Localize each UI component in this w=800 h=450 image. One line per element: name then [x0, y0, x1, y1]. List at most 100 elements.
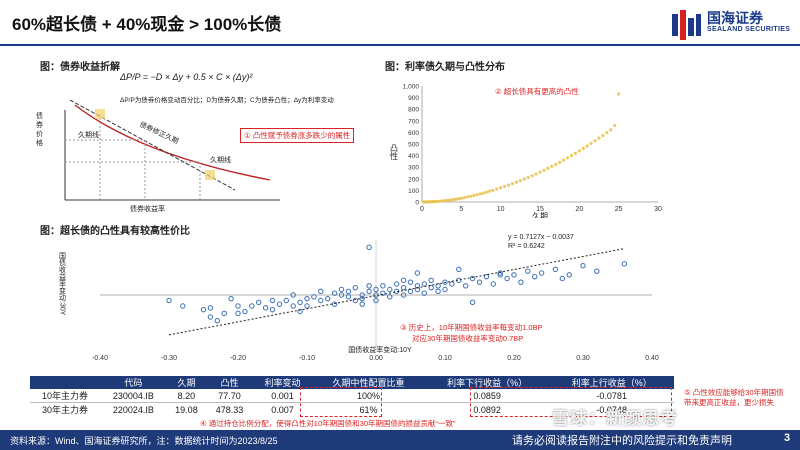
fig1-dur-label-1: 久期线 [78, 132, 99, 139]
table-header: 凸性 [206, 376, 253, 389]
annotation-4: ④ 通过持仓比例分配，使得凸性对10年期国债和30年期国债的损益贡献“一致” [200, 419, 456, 428]
scatter-point [534, 172, 538, 176]
scatter-point [445, 198, 449, 203]
scatter-point [352, 297, 358, 304]
fig2-title: 图：利率债久期与凸性分布 [385, 62, 505, 73]
table-header: 代码 [100, 376, 167, 389]
duration-convexity-chart: 0 5 10 15 20 25 300100200300400500600700800900… [390, 84, 662, 219]
scatter-point [483, 273, 490, 280]
scatter-point [450, 198, 454, 202]
scatter-point [400, 284, 407, 291]
table-header: 利率下行收益（%） [424, 376, 550, 389]
scatter-point [585, 144, 589, 148]
yield-change-chart: -0.40 -0.30 -0.20 -0.10 0.00 0.10 0.20 0.30 0.40… [59, 240, 659, 362]
scatter-point [318, 297, 324, 304]
scatter-point [394, 281, 400, 287]
y-tick-label: 1,000 [403, 84, 420, 91]
scatter-point [532, 273, 538, 280]
fig1-formula-note: ΔP/P为债券价格变动百分比；D为债券久期；C为债券凸性；Δy为利率变动 [120, 97, 334, 104]
trend-line [168, 248, 625, 336]
scatter-point [228, 295, 234, 302]
table-header: 利率上行收益（%） [549, 376, 674, 389]
x-tick-label: -0.10 [299, 355, 315, 362]
scatter-point [380, 283, 386, 289]
table-row: 30年主力券 220024.IB 19.08 478.33 0.007 61% … [30, 403, 674, 417]
scatter-point [166, 297, 172, 304]
scatter-point [452, 197, 456, 202]
sealand-logo-icon [672, 10, 701, 40]
scatter-point [542, 168, 546, 172]
scatter-point [256, 299, 262, 306]
table-header-row: 代码 久期 凸性 利率变动 久期中性配置比重 利率下行收益（%） 利率上行收益（… [30, 376, 674, 389]
scatter-point [499, 186, 503, 190]
scatter-point [345, 294, 352, 300]
scatter-point [180, 303, 186, 309]
scatter-point [262, 305, 269, 311]
scatter-point [414, 270, 421, 276]
y-tick-label: 800 [408, 107, 419, 114]
x-axis-label: 国债收益率变动:10Y [348, 345, 412, 354]
table-cell: 0.0859 [424, 389, 550, 403]
fig3-equation: y = 0.7127x − 0.0037 [508, 234, 574, 241]
scatter-point [359, 292, 365, 298]
scatter-point [331, 301, 338, 307]
scatter-point [530, 174, 534, 178]
scatter-point [421, 290, 427, 296]
scatter-point [518, 279, 524, 285]
scatter-point [428, 284, 434, 291]
scatter-point [373, 297, 379, 304]
x-tick-label: 15 [536, 206, 544, 213]
scatter-point [565, 156, 570, 160]
scatter-point [504, 275, 510, 282]
y-tick-label: 400 [408, 153, 419, 160]
annotation-3-line-1: ③ 历史上，10年期国债收益率每变动1.0BP [400, 323, 543, 332]
scatter-point [469, 194, 473, 198]
scatter-point [352, 284, 358, 291]
table-cell: 61% [359, 404, 378, 415]
scatter-point [435, 288, 441, 295]
scatter-point [438, 199, 442, 203]
scatter-point [449, 281, 455, 287]
scatter-point [338, 286, 345, 293]
scatter-point [276, 301, 283, 307]
scatter-point [476, 279, 483, 285]
fig1-xlabel: 债券收益率 [130, 206, 165, 213]
y-axis-label: 国债收益率变动:30Y [59, 252, 67, 316]
scatter-point [447, 198, 452, 202]
scatter-point [566, 272, 572, 278]
scatter-point [359, 295, 365, 302]
table-cell: 478.33 [215, 404, 244, 415]
scatter-point [214, 317, 221, 324]
price-curve [74, 104, 271, 181]
scatter-point [269, 306, 276, 313]
table-cell: 0.007 [271, 404, 294, 415]
scatter-point [569, 154, 574, 158]
footer-disclaimer: 请务必阅读报告附注中的风险提示和免责声明 [512, 435, 732, 447]
x-tick-label: 0.30 [576, 355, 590, 362]
scatter-point [436, 199, 440, 204]
table-cell: 30年主力券 [41, 405, 88, 415]
scatter-point [269, 297, 276, 304]
scatter-point [387, 294, 393, 300]
scatter-point [490, 281, 496, 287]
fig3-title: 图：超长债的凸性具有较高性价比 [40, 226, 190, 237]
scatter-point [459, 196, 463, 200]
scatter-point [589, 141, 593, 146]
scatter-point [484, 190, 489, 194]
scatter-point [442, 279, 448, 285]
marker-2 [205, 170, 215, 180]
scatter-point [290, 303, 296, 309]
scatter-point [562, 158, 566, 162]
table-cell: 230004.IB [100, 389, 167, 403]
fig1-dur-label-2: 久期线 [210, 157, 231, 164]
scatter-point [380, 290, 386, 296]
scatter-point [511, 272, 517, 278]
x-tick-label: 0.00 [369, 355, 383, 362]
table-cell: 220024.IB [112, 404, 154, 415]
page-number: 3 [784, 432, 791, 444]
scatter-point [617, 92, 621, 96]
scatter-point [605, 131, 609, 135]
scatter-point [235, 310, 241, 317]
scatter-point [457, 197, 461, 201]
scatter-point [518, 179, 522, 183]
